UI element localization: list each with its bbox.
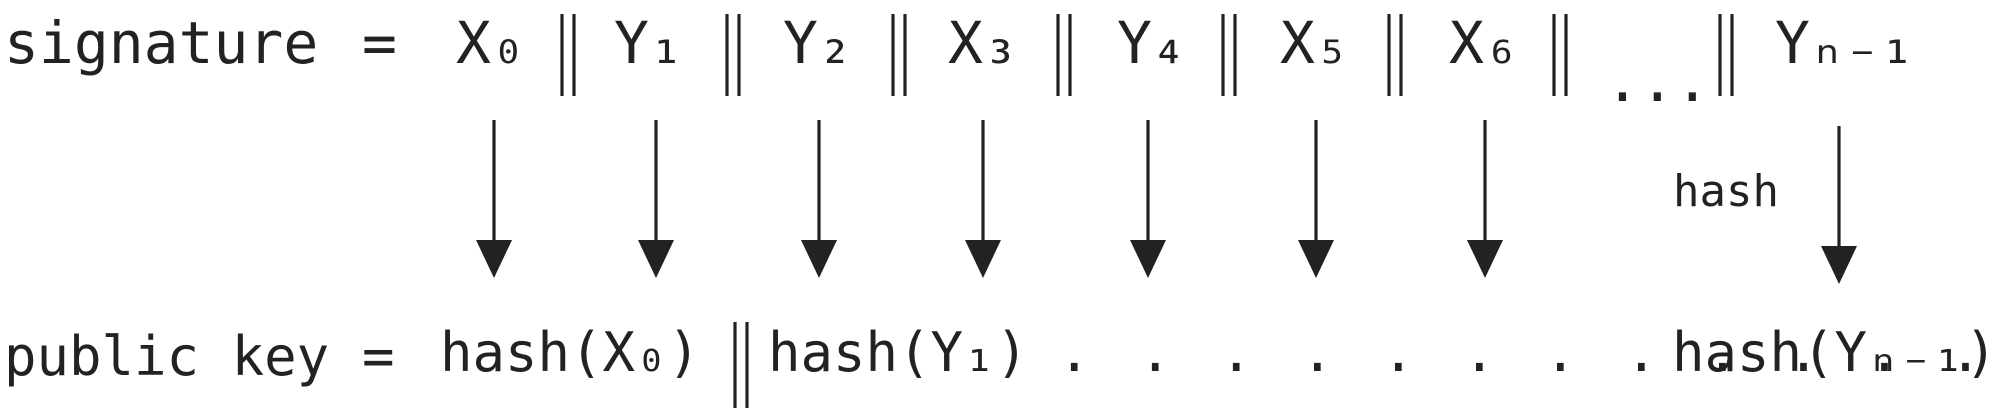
signature-equals: = bbox=[362, 9, 397, 77]
dotted-continuation: . . . . . . . . . . . . . . bbox=[1058, 321, 1999, 384]
hash-yn-1: hash(Yₙ₋₁) bbox=[1672, 321, 1998, 384]
segment-x3: X₃ bbox=[948, 9, 1018, 77]
arrow-head bbox=[1130, 240, 1166, 278]
segment-y4: Y₄ bbox=[1117, 9, 1187, 77]
arrow-head bbox=[1821, 246, 1857, 284]
segment-yn-1: Yₙ₋₁ bbox=[1775, 9, 1915, 77]
arrow-head bbox=[965, 240, 1001, 278]
public-key-equals: = bbox=[362, 325, 395, 388]
segment-ellipsis: ... bbox=[1605, 47, 1710, 115]
arrow-head bbox=[638, 240, 674, 278]
segment-x6: X₆ bbox=[1449, 9, 1519, 77]
arrow-head bbox=[1467, 240, 1503, 278]
segment-x0: X₀ bbox=[456, 9, 526, 77]
arrow-head bbox=[801, 240, 837, 278]
public-key-label: public key bbox=[4, 325, 330, 388]
segment-y2: Y₂ bbox=[783, 9, 853, 77]
hash-x0: hash(X₀) bbox=[440, 321, 701, 384]
hash-label: hash bbox=[1673, 166, 1779, 217]
signature-label: signature bbox=[4, 9, 319, 77]
hash-y1: hash(Y₁) bbox=[768, 321, 1029, 384]
segment-x5: X₅ bbox=[1280, 9, 1350, 77]
segment-y1: Y₁ bbox=[614, 9, 684, 77]
arrow-head bbox=[476, 240, 512, 278]
arrow-head bbox=[1298, 240, 1334, 278]
